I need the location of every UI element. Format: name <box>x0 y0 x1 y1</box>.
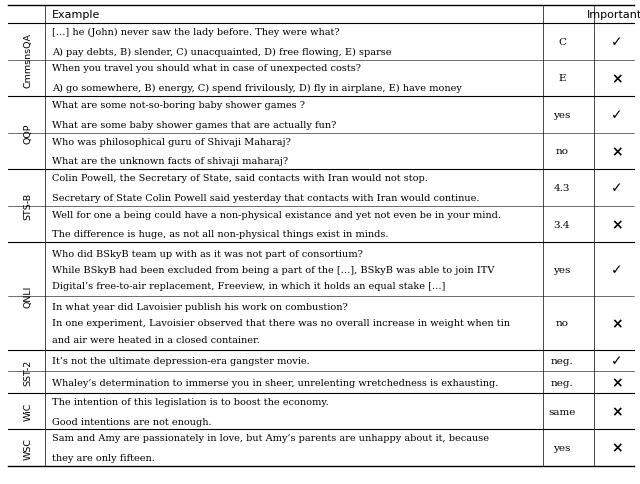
Text: A) pay debts, B) slender, C) unacquainted, D) free flowing, E) sparse: A) pay debts, B) slender, C) unacquainte… <box>52 47 392 57</box>
Text: ×: × <box>611 376 623 389</box>
Text: ✓: ✓ <box>611 263 623 277</box>
Text: ✓: ✓ <box>611 108 623 122</box>
Text: Example: Example <box>52 10 100 20</box>
Text: SST-2: SST-2 <box>24 359 33 385</box>
Text: Whaley’s determination to immerse you in sheer, unrelenting wretchedness is exha: Whaley’s determination to immerse you in… <box>52 378 499 387</box>
Text: The difference is huge, as not all non-physical things exist in minds.: The difference is huge, as not all non-p… <box>52 230 388 239</box>
Text: WSC: WSC <box>24 437 33 459</box>
Text: and air were heated in a closed container.: and air were heated in a closed containe… <box>52 335 260 344</box>
Text: In what year did Lavoisier publish his work on combustion?: In what year did Lavoisier publish his w… <box>52 302 348 312</box>
Text: 4.3: 4.3 <box>554 183 570 193</box>
Text: QQP: QQP <box>24 123 33 144</box>
Text: Colin Powell, the Secretary of State, said contacts with Iran would not stop.: Colin Powell, the Secretary of State, sa… <box>52 174 428 183</box>
Text: neg.: neg. <box>550 378 573 387</box>
Text: What are some baby shower games that are actually fun?: What are some baby shower games that are… <box>52 121 337 130</box>
Text: WiC: WiC <box>24 402 33 421</box>
Text: same: same <box>548 407 576 416</box>
Text: ×: × <box>611 441 623 455</box>
Text: Important?: Important? <box>586 10 640 20</box>
Text: Well for one a being could have a non-physical existance and yet not even be in : Well for one a being could have a non-ph… <box>52 210 501 219</box>
Text: no: no <box>556 147 568 156</box>
Text: The intention of this legislation is to boost the economy.: The intention of this legislation is to … <box>52 397 329 406</box>
Text: Who was philosophical guru of Shivaji Maharaj?: Who was philosophical guru of Shivaji Ma… <box>52 137 291 146</box>
Text: Good intentions are not enough.: Good intentions are not enough. <box>52 417 212 425</box>
Text: Sam and Amy are passionately in love, but Amy’s parents are unhappy about it, be: Sam and Amy are passionately in love, bu… <box>52 434 489 442</box>
Text: In one experiment, Lavoisier observed that there was no overall increase in weig: In one experiment, Lavoisier observed th… <box>52 319 510 328</box>
Text: […] he (John) never saw the lady before. They were what?: […] he (John) never saw the lady before.… <box>52 28 340 37</box>
Text: yes: yes <box>554 443 571 452</box>
Text: ×: × <box>611 218 623 231</box>
Text: CmmsnsQA: CmmsnsQA <box>24 33 33 88</box>
Text: E: E <box>558 74 566 83</box>
Text: It’s not the ultimate depression-era gangster movie.: It’s not the ultimate depression-era gan… <box>52 356 310 365</box>
Text: they are only fifteen.: they are only fifteen. <box>52 453 155 462</box>
Text: Digital’s free-to-air replacement, Freeview, in which it holds an equal stake […: Digital’s free-to-air replacement, Freev… <box>52 281 445 290</box>
Text: yes: yes <box>554 111 571 120</box>
Text: ✓: ✓ <box>611 181 623 195</box>
Text: What are some not-so-boring baby shower games ?: What are some not-so-boring baby shower … <box>52 101 305 110</box>
Text: When you travel you should what in case of unexpected costs?: When you travel you should what in case … <box>52 64 361 73</box>
Text: What are the unknown facts of shivaji maharaj?: What are the unknown facts of shivaji ma… <box>52 157 288 166</box>
Text: no: no <box>556 319 568 328</box>
Text: ✓: ✓ <box>611 35 623 49</box>
Text: yes: yes <box>554 265 571 274</box>
Text: ×: × <box>611 404 623 418</box>
Text: neg.: neg. <box>550 356 573 365</box>
Text: Who did BSkyB team up with as it was not part of consortium?: Who did BSkyB team up with as it was not… <box>52 249 363 258</box>
Text: QNLI: QNLI <box>24 286 33 308</box>
Text: While BSkyB had been excluded from being a part of the […], BSkyB was able to jo: While BSkyB had been excluded from being… <box>52 265 494 274</box>
Text: ×: × <box>611 72 623 86</box>
Text: ×: × <box>611 317 623 330</box>
Text: 3.4: 3.4 <box>554 220 570 229</box>
Text: Secretary of State Colin Powell said yesterday that contacts with Iran would con: Secretary of State Colin Powell said yes… <box>52 194 479 202</box>
Text: ×: × <box>611 145 623 159</box>
Text: ✓: ✓ <box>611 354 623 368</box>
Text: STS-B: STS-B <box>24 193 33 220</box>
Text: C: C <box>558 38 566 46</box>
Text: A) go somewhere, B) energy, C) spend frivilously, D) fly in airplane, E) have mo: A) go somewhere, B) energy, C) spend fri… <box>52 84 462 93</box>
